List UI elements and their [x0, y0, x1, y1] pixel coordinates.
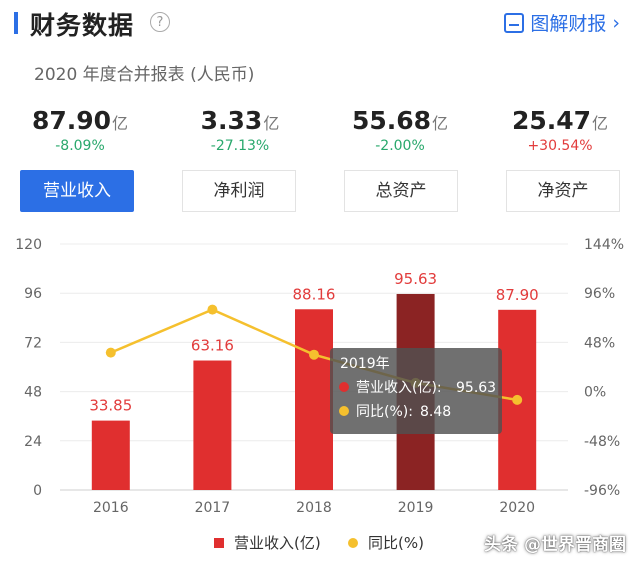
right-tick-label: -96%: [584, 483, 620, 499]
bar-data-label: 33.85: [89, 397, 132, 415]
metric-value: 25.47: [511, 106, 592, 135]
metric-change: -2.00%: [375, 138, 425, 154]
x-tick-label: 2017: [195, 500, 231, 516]
right-tick-label: 0%: [584, 385, 606, 401]
metric-revenue: 87.90亿 -8.09%: [0, 106, 160, 154]
tab-total-assets[interactable]: 总资产: [344, 170, 458, 212]
legend-bar-swatch: [214, 537, 224, 548]
metric-value: 87.90: [31, 106, 112, 135]
legend-line-swatch: [348, 537, 358, 548]
yoy-point: [105, 347, 116, 358]
bar: [193, 360, 232, 490]
metric-unit: 亿: [592, 114, 609, 133]
legend-yoy[interactable]: 同比(%): [348, 532, 424, 553]
watermark: 头条 @世界晋商圈: [484, 535, 626, 555]
calendar-chart-icon: [504, 12, 525, 33]
x-tick-label: 2018: [296, 500, 332, 516]
tooltip-swatch: [339, 382, 349, 392]
bar: [295, 309, 333, 490]
tab-revenue[interactable]: 营业收入: [20, 170, 134, 212]
tooltip-box: [330, 348, 502, 434]
yoy-point: [207, 304, 218, 315]
metric-value: 55.68: [351, 106, 432, 135]
metric-total-assets: 55.68亿 -2.00%: [320, 106, 480, 154]
yoy-point: [309, 349, 319, 360]
chart-legend: 营业收入(亿) 同比(%): [0, 528, 640, 552]
metric-change: -27.13%: [210, 138, 270, 154]
accent-bar: [14, 12, 18, 34]
left-tick-label: 96: [24, 286, 42, 302]
left-tick-label: 120: [15, 237, 42, 253]
tooltip-row-value: 95.63: [456, 380, 496, 396]
bar-data-label: 95.63: [394, 270, 437, 288]
right-tick-label: 48%: [584, 335, 615, 351]
bar: [91, 420, 130, 490]
metric-net-profit: 3.33亿 -27.13%: [160, 106, 320, 154]
metric-unit: 亿: [112, 114, 129, 133]
legend-revenue[interactable]: 营业收入(亿): [214, 532, 321, 553]
left-tick-label: 72: [24, 335, 42, 351]
metric-change: -8.09%: [55, 138, 105, 154]
bar-data-label: 87.90: [496, 286, 539, 304]
legend-yoy-label: 同比(%): [368, 534, 424, 552]
x-tick-label: 2016: [93, 500, 129, 516]
metric-value: 3.33: [200, 106, 263, 135]
metric-tabs: 营业收入 净利润 总资产 净资产: [0, 170, 640, 212]
report-subtitle: 2020 年度合并报表 (人民币): [34, 65, 255, 85]
question-circle-icon[interactable]: ?: [150, 12, 170, 32]
section-header: 财务数据 ? 图解财报 ›: [0, 0, 640, 48]
bar-data-label: 63.16: [191, 337, 234, 355]
metric-unit: 亿: [432, 114, 449, 133]
tooltip-row-label: 营业收入(亿):: [356, 380, 442, 396]
x-tick-label: 2019: [398, 500, 434, 516]
tab-net-profit[interactable]: 净利润: [182, 170, 296, 212]
yoy-point: [512, 394, 523, 405]
revenue-chart[interactable]: 0 24 48 72 96 120 -96% -48% 0% 48% 96% 144% 33.85 201…: [0, 228, 640, 528]
illustrated-report-label: 图解财报: [530, 13, 607, 35]
left-tick-label: 24: [24, 434, 42, 450]
bar-data-label: 88.16: [293, 285, 336, 303]
metric-unit: 亿: [263, 114, 280, 133]
tooltip-swatch: [339, 406, 349, 416]
illustrated-report-link[interactable]: 图解财报 ›: [504, 9, 620, 36]
left-tick-label: 48: [24, 385, 42, 401]
x-tick-label: 2020: [499, 500, 535, 516]
legend-revenue-label: 营业收入(亿): [234, 534, 321, 552]
metric-net-assets: 25.47亿 +30.54%: [480, 106, 640, 154]
right-tick-label: 144%: [584, 237, 624, 253]
right-tick-label: 96%: [584, 286, 615, 302]
tooltip-row-value: 8.48: [420, 404, 451, 420]
right-tick-label: -48%: [584, 434, 620, 450]
section-title: 财务数据: [30, 11, 135, 40]
tab-net-assets[interactable]: 净资产: [506, 170, 620, 212]
tooltip-title: 2019年: [340, 356, 390, 372]
left-tick-label: 0: [33, 483, 42, 499]
tooltip-row-label: 同比(%):: [356, 404, 413, 420]
chevron-right-icon: ›: [612, 11, 620, 34]
metric-change: +30.54%: [527, 138, 593, 154]
